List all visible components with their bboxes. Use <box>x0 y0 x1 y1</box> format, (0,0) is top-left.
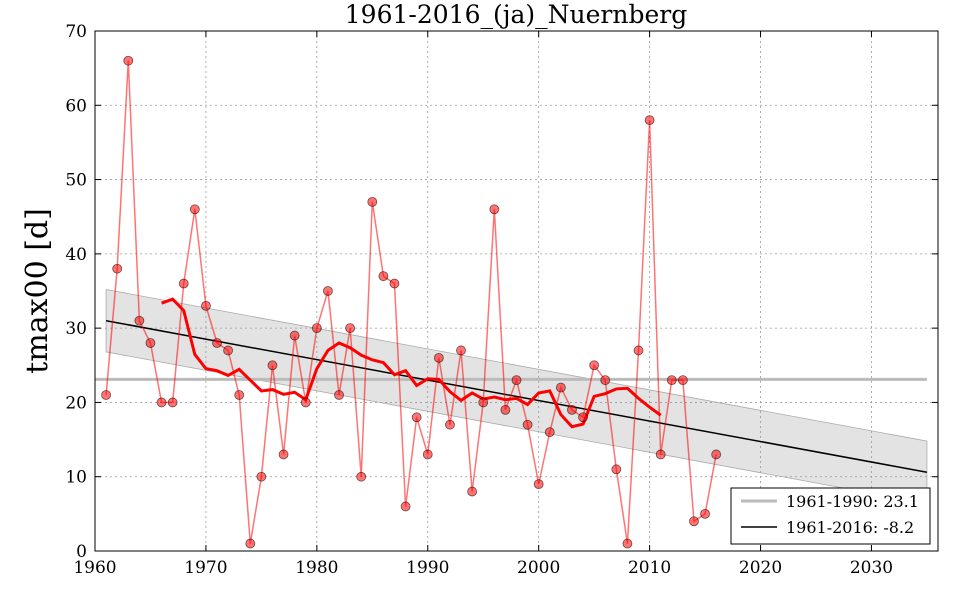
data-point <box>311 323 322 334</box>
y-tick-label: 60 <box>65 96 87 116</box>
data-point <box>700 508 710 519</box>
data-point <box>522 419 533 430</box>
data-point <box>123 55 134 66</box>
chart-title: 1961-2016_(ja)_Nuernberg <box>345 0 687 29</box>
data-point <box>677 375 688 386</box>
data-point <box>489 204 500 215</box>
data-point <box>367 196 378 207</box>
data-point <box>544 427 555 438</box>
data-point <box>356 471 367 482</box>
y-tick-label: 0 <box>76 542 87 562</box>
data-point <box>167 397 178 408</box>
x-tick-label: 1970 <box>184 558 227 578</box>
data-point <box>422 449 433 460</box>
data-point <box>134 315 145 326</box>
trend-line <box>105 319 928 473</box>
data-point <box>555 382 566 393</box>
data-point <box>245 538 256 549</box>
x-tick-label: 1990 <box>406 558 449 578</box>
running-mean-line <box>161 297 662 429</box>
data-point <box>511 375 522 386</box>
data-point <box>323 286 333 296</box>
y-tick-label: 50 <box>65 171 87 191</box>
x-tick-label: 2020 <box>739 558 782 578</box>
data-point <box>156 397 167 408</box>
data-point <box>300 397 311 408</box>
data-point <box>533 479 544 490</box>
data-point <box>655 449 666 460</box>
legend-box <box>730 487 931 545</box>
data-point <box>456 345 466 356</box>
data-point <box>578 412 588 423</box>
data-point <box>611 464 622 475</box>
y-tick-label: 70 <box>65 22 87 42</box>
data-point <box>234 390 245 400</box>
data-point <box>334 390 344 400</box>
data-point <box>112 263 123 274</box>
data-point <box>212 338 222 348</box>
annual-series-line <box>105 60 717 544</box>
data-point <box>389 278 400 289</box>
y-tick-label: 40 <box>65 245 87 265</box>
y-tick-label: 10 <box>65 468 87 488</box>
data-point <box>467 486 478 497</box>
data-point <box>711 449 722 460</box>
data-point <box>400 501 411 512</box>
x-tick-label: 2030 <box>850 558 893 578</box>
data-point <box>589 360 600 371</box>
data-point <box>178 278 189 289</box>
data-point <box>411 412 422 423</box>
data-point <box>633 345 644 356</box>
data-point <box>644 115 655 126</box>
legend: 1961-1990: 23.1 1961-2016: -8.2 <box>730 487 931 545</box>
data-point <box>256 471 267 482</box>
x-tick-label: 1960 <box>73 558 116 578</box>
data-point <box>622 538 633 549</box>
legend-mean-label: 1961-1990: 23.1 <box>786 492 919 511</box>
data-point <box>478 397 489 408</box>
y-axis-label: tmax00 [d] <box>20 208 55 374</box>
data-point <box>101 390 111 400</box>
data-point <box>378 271 389 282</box>
x-tick-label: 2000 <box>517 558 560 578</box>
data-point <box>433 352 444 363</box>
data-point <box>189 204 200 215</box>
data-point <box>278 449 289 460</box>
plot-frame <box>94 30 939 552</box>
x-tick-label: 1980 <box>295 558 338 578</box>
data-point <box>223 345 234 356</box>
y-tick-label: 20 <box>65 393 87 413</box>
data-point <box>145 338 156 348</box>
data-point <box>345 323 356 334</box>
data-point <box>445 419 455 430</box>
data-point <box>500 404 511 415</box>
data-point <box>267 360 278 371</box>
data-point <box>201 300 211 311</box>
data-point <box>289 330 300 341</box>
data-point <box>567 404 577 415</box>
legend-trend-label: 1961-2016: -8.2 <box>786 518 914 537</box>
data-point <box>666 375 677 386</box>
data-point <box>689 516 699 527</box>
data-point <box>600 375 611 386</box>
y-tick-label: 30 <box>65 319 87 339</box>
x-tick-label: 2010 <box>628 558 671 578</box>
